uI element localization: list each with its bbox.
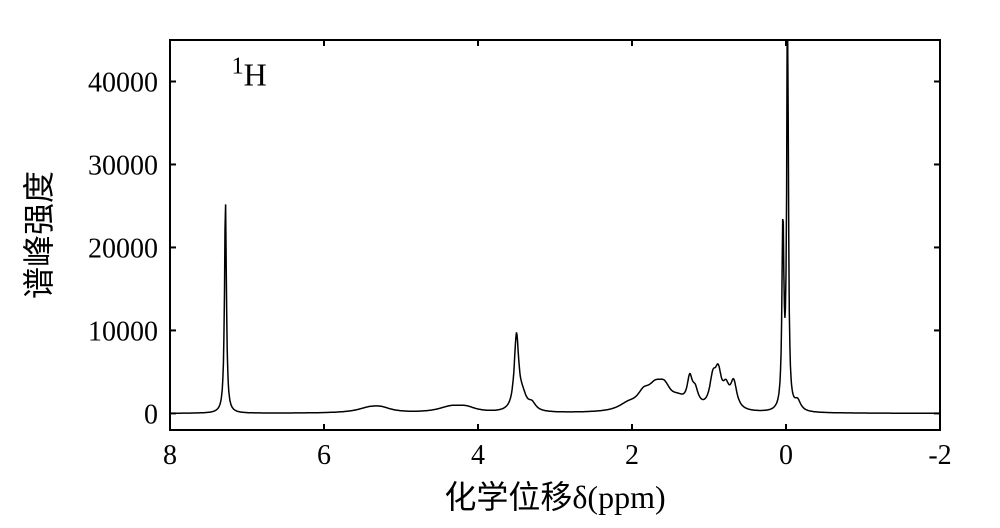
- x-tick-label: 4: [471, 440, 485, 471]
- y-tick-label: 10000: [88, 316, 158, 347]
- y-tick-label: 40000: [88, 67, 158, 98]
- x-tick-label: -2: [928, 440, 951, 471]
- x-tick-label: 6: [317, 440, 331, 471]
- x-tick-label: 2: [625, 440, 639, 471]
- x-tick-label: 8: [163, 440, 177, 471]
- y-axis-label: 谱峰强度: [21, 171, 57, 299]
- x-axis-label: 化学位移δ(ppm): [444, 479, 665, 515]
- y-tick-label: 0: [144, 399, 158, 430]
- nmr-spectrum-chart: 8 6 4 2 0 -2 0 10000 20000 30000 40000 化学位移δ(ppm) 谱峰…: [0, 0, 1000, 528]
- y-tick-label: 20000: [88, 233, 158, 264]
- y-tick-label: 30000: [88, 150, 158, 181]
- x-tick-label: 0: [779, 440, 793, 471]
